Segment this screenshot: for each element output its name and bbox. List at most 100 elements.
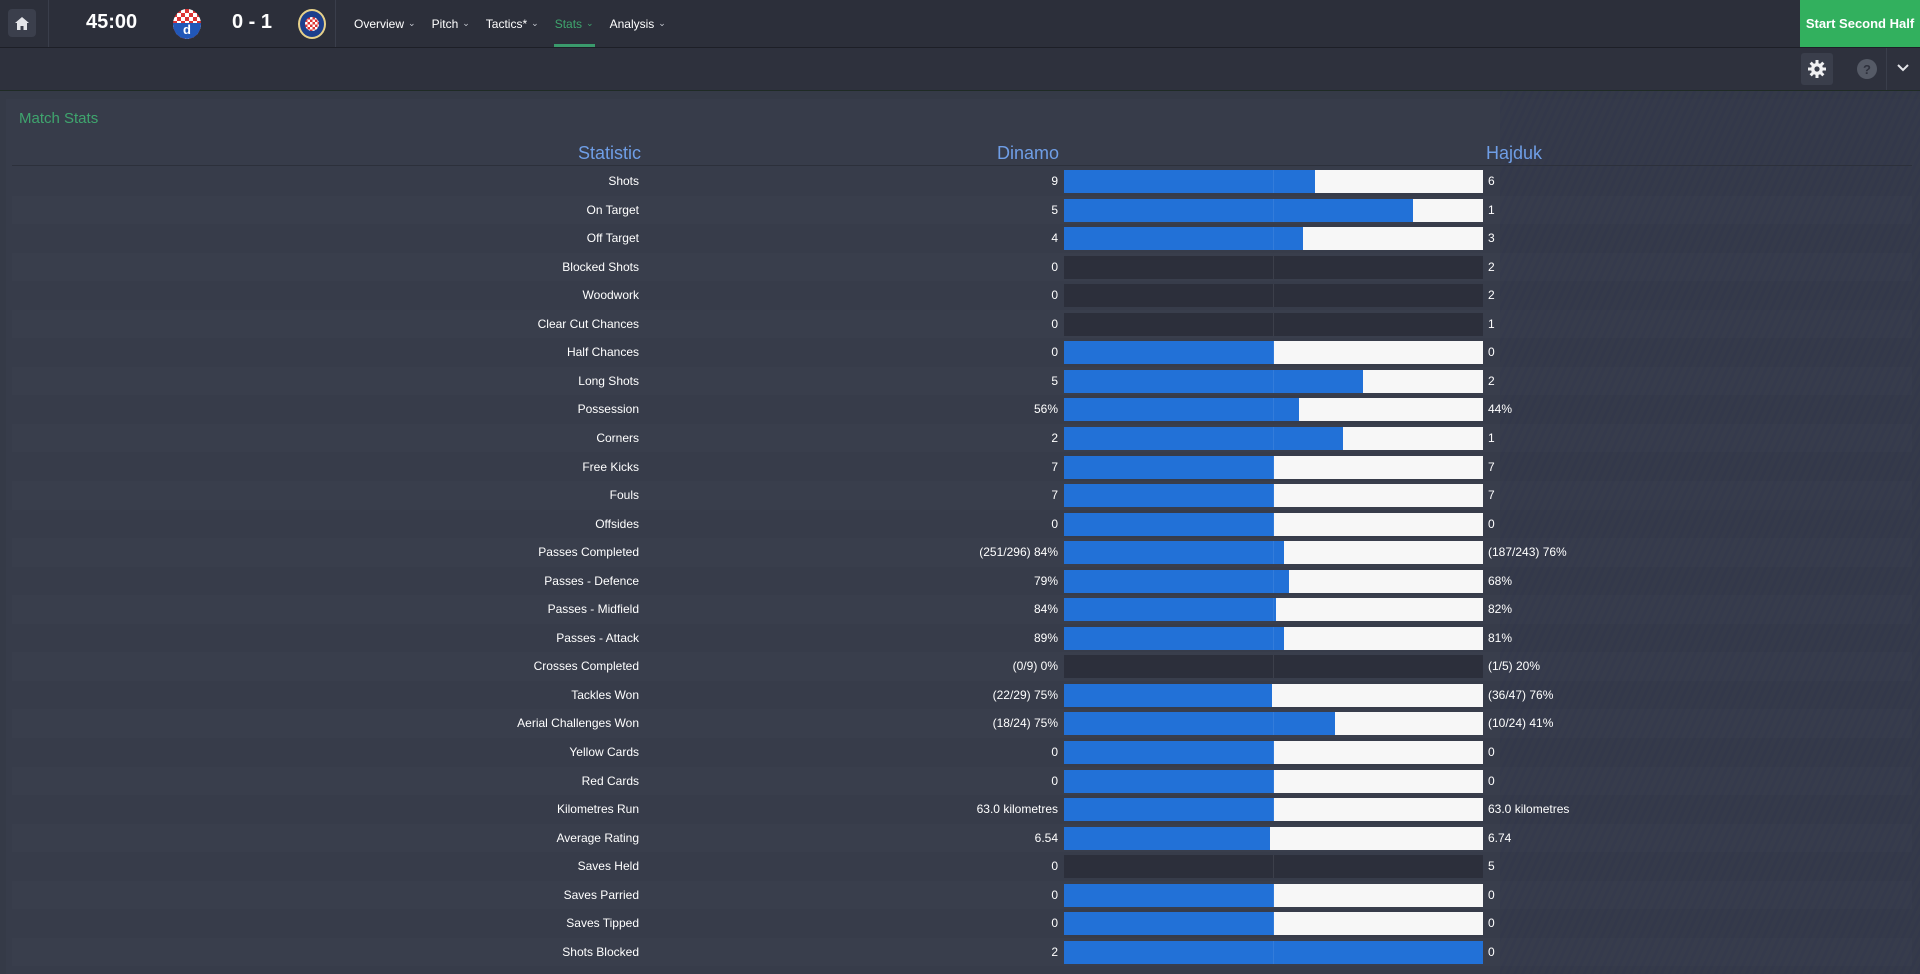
nav-overview[interactable]: Overview ⌄: [354, 0, 416, 47]
away-value: 3: [1488, 231, 1495, 246]
bar-midline: [1273, 312, 1274, 336]
stat-label: Long Shots: [578, 373, 639, 388]
bar-midline: [1273, 198, 1274, 222]
stat-label: Crosses Completed: [533, 659, 639, 674]
away-value: 68%: [1488, 573, 1513, 588]
stat-row: Kilometres Run 63.0 kilometres 63.0 kilome…: [12, 795, 1912, 824]
home-share-fill: [1064, 598, 1276, 622]
bar-midline: [1273, 883, 1274, 907]
home-share-fill: [1064, 769, 1274, 793]
home-value: 7: [1051, 488, 1058, 503]
nav-analysis[interactable]: Analysis ⌄: [610, 0, 666, 47]
more-menu-button[interactable]: [1895, 60, 1911, 76]
away-value: 6: [1488, 174, 1495, 188]
home-button[interactable]: [8, 9, 36, 37]
bar-midline: [1273, 683, 1274, 707]
stat-label: Corners: [596, 430, 639, 445]
bar-midline: [1273, 369, 1274, 393]
stat-label: Passes - Midfield: [547, 602, 639, 617]
comparison-bar: [1064, 598, 1483, 622]
help-button[interactable]: ?: [1857, 59, 1877, 79]
comparison-bar: [1064, 541, 1483, 565]
home-share-fill: [1064, 426, 1344, 450]
away-value: (36/47) 76%: [1488, 687, 1554, 702]
stat-row: On Target 5 1: [12, 196, 1912, 225]
stat-row: Corners 2 1: [12, 424, 1912, 453]
bar-midline: [1273, 569, 1274, 593]
comparison-bar: [1064, 769, 1483, 793]
home-value: (251/296) 84%: [979, 545, 1058, 560]
away-value: 0: [1488, 516, 1495, 531]
home-share-fill: [1064, 912, 1274, 936]
home-value: 0: [1051, 745, 1058, 759]
nav-stats[interactable]: Stats ⌄: [553, 0, 595, 47]
stat-row: Saves Parried 0 0: [12, 881, 1912, 910]
home-share-fill: [1064, 826, 1271, 850]
comparison-bar: [1064, 312, 1483, 336]
nav-label: Tactics*: [485, 16, 528, 31]
start-second-half-button[interactable]: Start Second Half: [1800, 0, 1920, 47]
divider: [48, 0, 49, 47]
home-value: 63.0 kilometres: [976, 802, 1058, 817]
comparison-bar: [1064, 883, 1483, 907]
stat-label: Blocked Shots: [562, 259, 639, 274]
away-value: 0: [1488, 773, 1495, 788]
comparison-bar: [1064, 484, 1483, 508]
home-value: 5: [1051, 202, 1058, 217]
bar-midline: [1273, 712, 1274, 736]
home-value: 79%: [1033, 573, 1058, 588]
stat-row: Red Cards 0 0: [12, 767, 1912, 796]
chevron-down-icon: ⌄: [462, 18, 470, 28]
bar-midline: [1273, 912, 1274, 936]
comparison-bar: [1064, 855, 1483, 879]
stat-row: Average Rating 6.54 6.74: [12, 824, 1912, 853]
home-value: 84%: [1033, 602, 1058, 617]
away-value: 2: [1488, 373, 1495, 388]
home-share-fill: [1064, 484, 1274, 508]
home-share-fill: [1064, 369, 1364, 393]
nav-pitch[interactable]: Pitch ⌄: [432, 0, 470, 47]
away-value: 1: [1488, 430, 1495, 445]
comparison-bar: [1064, 626, 1483, 650]
bar-midline: [1273, 512, 1274, 536]
nav-label: Pitch: [431, 16, 459, 31]
nav-tactics[interactable]: Tactics* ⌄: [486, 0, 539, 47]
home-value: 0: [1051, 516, 1058, 531]
home-value: 6.54: [1034, 830, 1058, 845]
stat-label: Passes - Attack: [556, 630, 639, 645]
settings-button[interactable]: [1801, 53, 1833, 85]
stat-row: Free Kicks 7 7: [12, 453, 1912, 482]
stat-row: Fouls 7 7: [12, 481, 1912, 510]
home-value: 0: [1051, 773, 1058, 788]
stat-label: Kilometres Run: [556, 802, 639, 817]
home-share-fill: [1064, 683, 1273, 707]
away-value: 7: [1488, 488, 1495, 503]
away-value: 82%: [1488, 602, 1513, 617]
stat-label: Average Rating: [556, 830, 640, 845]
comparison-bar: [1064, 455, 1483, 479]
stat-row: Passes Completed (251/296) 84% (187/243) 7…: [12, 538, 1912, 567]
comparison-bar: [1064, 940, 1483, 964]
comparison-bar: [1064, 255, 1483, 279]
bar-midline: [1273, 655, 1274, 679]
bar-midline: [1273, 227, 1274, 251]
divider: [335, 0, 336, 47]
home-share-fill: [1064, 341, 1274, 365]
stat-row: Half Chances 0 0: [12, 338, 1912, 367]
home-share-fill: [1064, 883, 1274, 907]
comparison-bar: [1064, 341, 1483, 365]
comparison-bar: [1064, 655, 1483, 679]
stat-row: Shots Blocked 2 0: [12, 938, 1912, 967]
away-value: 0: [1488, 916, 1495, 931]
stat-label: Woodwork: [582, 288, 639, 303]
stat-label: Saves Tipped: [566, 916, 639, 931]
home-share-fill: [1064, 569, 1289, 593]
chevron-down-icon: ⌄: [658, 18, 666, 28]
comparison-bar: [1064, 227, 1483, 251]
match-clock: 45:00: [86, 11, 138, 33]
chevron-down-icon: [1897, 64, 1909, 72]
home-value: 9: [1051, 174, 1058, 188]
stat-row: Off Target 4 3: [12, 224, 1912, 253]
stat-row: Blocked Shots 0 2: [12, 253, 1912, 282]
away-value: 0: [1488, 887, 1495, 902]
